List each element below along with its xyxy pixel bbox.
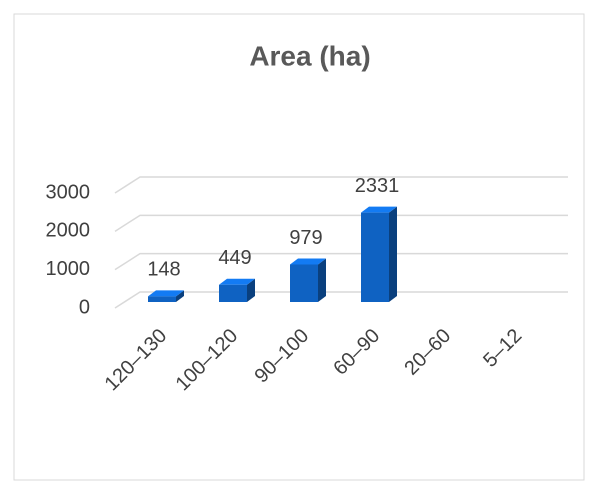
bar	[361, 206, 397, 302]
bar-side	[318, 258, 326, 302]
grid-line	[114, 176, 568, 194]
bar-front	[290, 264, 318, 302]
data-label: 148	[147, 259, 180, 281]
bar-front	[219, 284, 247, 302]
grid-line	[114, 252, 568, 271]
bar-top	[361, 206, 397, 213]
bar	[219, 278, 255, 302]
bar-side	[176, 290, 184, 302]
y-tick-label: 1000	[46, 258, 91, 280]
bar	[290, 258, 326, 302]
data-label: 2331	[355, 175, 400, 197]
bar	[148, 290, 184, 302]
grid-line	[114, 291, 568, 309]
bar-front	[148, 296, 176, 302]
data-label: 979	[289, 227, 322, 249]
bar-side	[247, 278, 255, 302]
bar-top	[290, 258, 326, 265]
grid-line	[114, 214, 568, 232]
bar-top	[148, 290, 184, 297]
data-label: 449	[218, 247, 251, 269]
chart-title: Area (ha)	[249, 40, 370, 71]
bar-side	[389, 206, 397, 302]
chart-border	[13, 13, 585, 481]
y-tick-label: 2000	[46, 220, 91, 242]
bar-top	[219, 278, 255, 285]
bar-front	[361, 212, 389, 302]
y-tick-label: 3000	[46, 181, 91, 203]
y-tick-label: 0	[79, 296, 90, 318]
